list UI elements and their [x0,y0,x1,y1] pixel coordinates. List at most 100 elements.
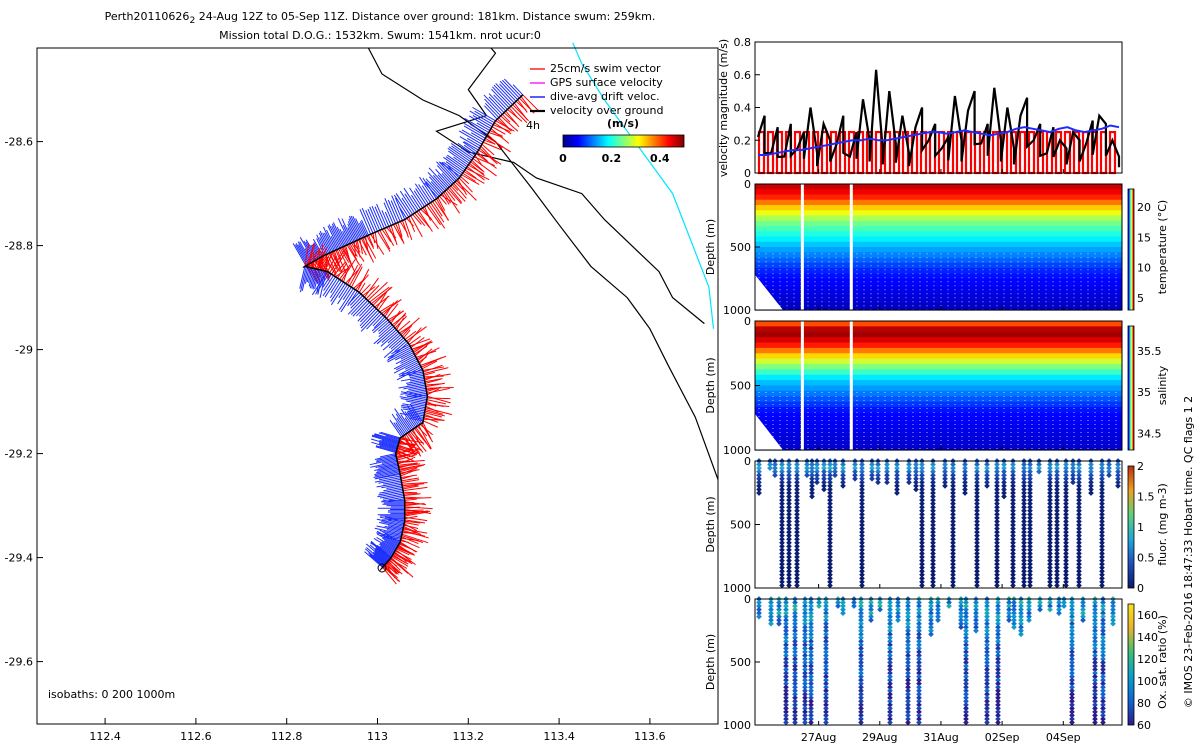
sample-marker [802,620,808,627]
sample-marker [1011,613,1017,620]
drift-vector [382,537,398,548]
drift-vector [384,198,397,224]
time-axis: 27Aug 29Aug 31Aug 02Sep 04Sep [801,169,1081,744]
swim-vector [400,317,420,336]
sample-marker [1069,677,1075,683]
sample-marker [1063,468,1069,475]
sample-marker [1047,461,1053,468]
sample-marker [779,483,785,489]
swim-vector [404,497,432,500]
sample-marker [827,472,833,479]
sample-marker [1110,603,1116,609]
sample-marker [994,486,1000,493]
swim-vector [350,266,363,288]
sample-marker [1069,656,1075,662]
sample-marker [1076,507,1082,514]
sample-marker [984,627,990,634]
sample-marker [1100,694,1106,701]
sample-marker [995,627,1001,634]
sample-marker [984,677,990,683]
drift-vector [405,391,427,396]
sample-marker [1010,525,1016,532]
sample-marker [973,610,979,616]
sample-marker [1054,564,1060,571]
sample-marker [1076,465,1082,471]
drift-vector [352,300,369,317]
sample-marker [1100,613,1106,620]
drift-vector [297,241,311,264]
sample-marker [1047,568,1053,575]
sample-marker [913,475,919,482]
sample-marker [887,673,893,680]
sample-marker [950,561,956,567]
sample-marker [963,603,969,609]
sample-marker [984,603,990,609]
sample-marker [1092,652,1098,659]
sample-marker [792,712,798,719]
sample-marker [916,694,922,701]
sample-marker [808,663,814,669]
sample-marker [858,634,864,641]
sample-marker [1021,550,1027,557]
drift-vector [383,531,402,536]
sample-marker [1027,475,1033,482]
sample-marker [779,515,785,521]
colorbar-label: salinity [1156,365,1169,405]
sample-marker [1076,575,1082,582]
sample-marker [859,472,865,479]
sample-marker [894,472,900,479]
swim-vector [388,559,398,567]
sample-marker [905,603,911,609]
drift-vector [410,194,422,210]
sample-marker [935,610,941,616]
drift-vector [364,548,385,566]
sample-marker [794,529,800,535]
sample-marker [1047,522,1053,528]
sample-marker [905,712,911,719]
sample-marker [1021,490,1027,496]
sample-marker [973,620,979,627]
sample-marker [919,525,925,532]
sample-marker [1047,490,1053,496]
drift-vector [370,438,398,448]
swim-vector [425,382,445,388]
sample-marker [1100,656,1106,662]
sample-marker [1047,603,1053,609]
sample-marker [1063,579,1069,585]
drift-vector [400,414,412,431]
sample-marker [786,483,792,489]
section-band [755,268,1122,274]
sample-marker [783,673,789,680]
sample-marker [1092,670,1098,676]
drift-vector [404,411,417,428]
sample-marker [1001,461,1007,468]
swim-vector [338,248,350,269]
sample-marker [1099,507,1105,514]
sample-marker [963,680,969,687]
drift-vector [292,243,307,266]
sample-marker [887,677,893,683]
swim-vector [404,219,413,241]
sample-marker [950,547,956,553]
drift-vector [370,460,398,468]
sample-marker [1021,568,1027,575]
data-gap [800,321,804,450]
sample-marker [984,472,990,479]
sample-marker [1099,483,1105,489]
sample-marker [858,680,864,687]
sample-marker [974,529,980,535]
sample-marker [783,709,789,715]
swim-vector [404,510,429,516]
drift-vector [342,224,352,244]
sample-marker [919,493,925,500]
swim-vector [401,477,419,482]
sample-marker [1047,571,1053,578]
sample-marker [995,642,1001,648]
swim-vector [395,549,416,566]
sample-marker [1054,493,1060,500]
sample-marker [794,490,800,496]
map-y-tick-label: -29 [15,344,33,357]
sample-marker [1076,550,1082,557]
sample-marker [1076,461,1082,468]
sample-marker [1088,486,1094,493]
